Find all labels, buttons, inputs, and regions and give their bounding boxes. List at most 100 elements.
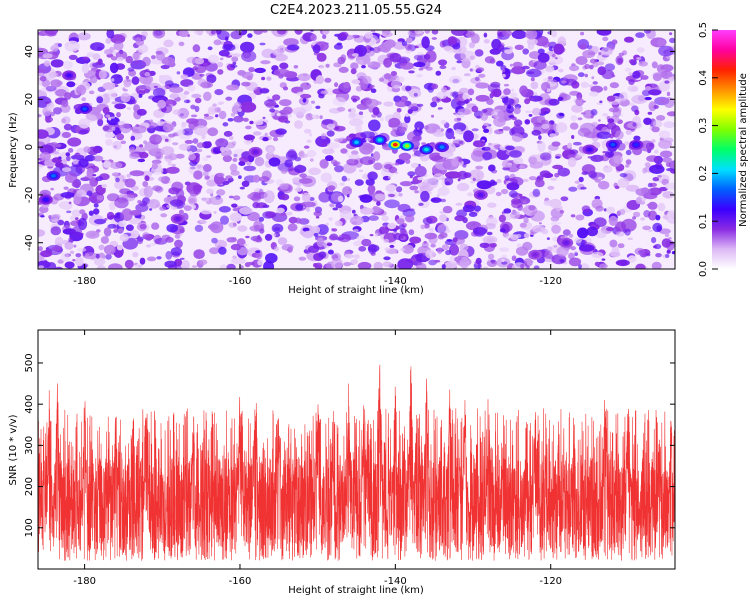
heatmap-cell <box>522 48 529 55</box>
heatmap-cell <box>38 265 45 269</box>
heatmap-cell <box>568 186 578 192</box>
heatmap-cell <box>520 263 525 269</box>
heatmap-cell <box>483 122 490 127</box>
heatmap-cell <box>539 152 552 161</box>
heatmap-cell <box>83 146 91 153</box>
heatmap-cell <box>472 177 476 182</box>
y-tick-label: -20 <box>24 187 35 203</box>
heatmap-cell <box>643 117 652 126</box>
heatmap-cell <box>116 133 125 141</box>
heatmap-cell <box>525 110 532 114</box>
heatmap-cell <box>496 144 501 148</box>
heatmap-cell <box>322 34 327 39</box>
heatmap-cell <box>541 40 551 48</box>
heatmap-cell <box>635 188 652 196</box>
heatmap-cell <box>617 243 625 249</box>
heatmap-cell <box>211 237 218 244</box>
heatmap-cell <box>213 39 222 46</box>
heatmap-cell <box>666 240 675 251</box>
heatmap-cell <box>457 178 461 182</box>
heatmap-cell <box>76 84 87 96</box>
heatmap-cell <box>638 61 648 67</box>
heatmap-cell <box>624 67 632 72</box>
heatmap-cell <box>243 243 248 247</box>
heatmap-cell <box>39 75 47 82</box>
heatmap-cell <box>475 94 490 102</box>
heatmap-cell <box>71 209 82 217</box>
heatmap-cell <box>187 84 196 92</box>
heatmap-cell <box>575 155 581 159</box>
heatmap-cell <box>298 256 307 261</box>
heatmap-cell <box>257 235 261 240</box>
heatmap-cell <box>343 81 351 89</box>
heatmap-cell <box>54 266 64 269</box>
heatmap-cell <box>137 44 149 54</box>
heatmap-cell <box>42 53 53 59</box>
heatmap-cell <box>368 243 377 255</box>
heatmap-cell <box>451 66 456 71</box>
heatmap-cell <box>651 237 657 244</box>
heatmap-cell <box>601 69 615 80</box>
heatmap-cell <box>616 231 625 237</box>
heatmap-cell <box>318 191 331 203</box>
heatmap-cell <box>265 211 277 218</box>
heatmap-cell <box>192 66 199 71</box>
heatmap-cell <box>413 92 418 97</box>
heatmap-cell <box>200 81 214 89</box>
heatmap-cell <box>172 109 182 115</box>
heatmap-cell <box>164 49 169 52</box>
heatmap-cell <box>293 196 301 202</box>
heatmap-cell <box>579 244 595 252</box>
heatmap-cell <box>627 255 637 263</box>
heatmap-hotspot <box>563 240 569 245</box>
heatmap-cell <box>163 39 174 48</box>
heatmap-cell <box>351 150 359 156</box>
heatmap-cell <box>38 167 41 171</box>
y-tick-label: 100 <box>24 518 35 537</box>
heatmap-cell <box>405 43 412 51</box>
heatmap-cell <box>195 148 203 153</box>
heatmap-cell <box>311 114 320 119</box>
heatmap-cell <box>451 30 468 36</box>
heatmap-cell <box>389 244 395 248</box>
heatmap-cell <box>180 74 189 80</box>
heatmap-cell <box>570 214 576 218</box>
heatmap-cell <box>571 135 575 139</box>
heatmap-cell <box>511 88 514 92</box>
heatmap-cell <box>283 38 299 47</box>
heatmap-cell <box>247 194 253 199</box>
y-tick-label: -40 <box>24 235 35 251</box>
heatmap-cell <box>233 101 242 110</box>
heatmap-cell <box>373 261 383 269</box>
heatmap-cell <box>297 73 311 82</box>
heatmap-cell <box>178 143 191 151</box>
heatmap-cell <box>475 165 484 170</box>
heatmap-cell <box>199 73 205 77</box>
heatmap-cell <box>463 130 474 143</box>
y-tick-label: 500 <box>24 353 35 372</box>
heatmap-cell <box>215 114 219 118</box>
heatmap-hotspot <box>532 252 538 257</box>
heatmap-cell <box>435 70 442 76</box>
heatmap-cell <box>532 188 541 197</box>
heatmap-cell <box>455 202 463 206</box>
heatmap-cell <box>278 116 289 123</box>
colorbar-axis: 0.0 0.1 0.2 0.3 0.4 0.5 <box>698 22 718 277</box>
heatmap-cell <box>609 133 614 139</box>
heatmap-cell <box>655 214 661 221</box>
heatmap-cell <box>636 47 645 53</box>
heatmap-cell <box>557 96 564 102</box>
heatmap-cell <box>454 129 462 134</box>
heatmap-cell <box>111 78 115 82</box>
heatmap-cell <box>279 62 289 70</box>
heatmap-cell <box>64 40 80 52</box>
heatmap-cell <box>131 125 147 134</box>
heatmap-cell <box>106 211 115 220</box>
heatmap-cell <box>353 254 360 259</box>
heatmap-cell <box>302 98 307 103</box>
heatmap-cell <box>668 76 675 81</box>
heatmap-cell <box>192 138 199 144</box>
heatmap-cell <box>531 107 542 116</box>
heatmap-cell <box>511 116 517 121</box>
heatmap-cell <box>142 181 149 187</box>
